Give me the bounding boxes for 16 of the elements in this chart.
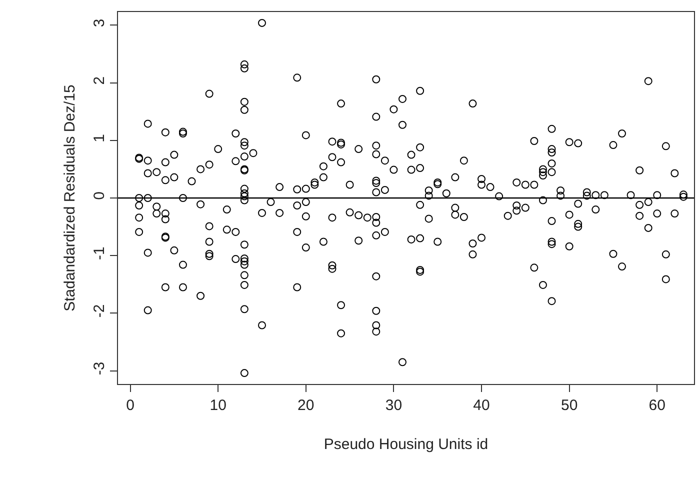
x-tick-label: 30 xyxy=(385,397,402,414)
y-tick-label: 2 xyxy=(91,76,108,85)
y-tick-label: -2 xyxy=(91,304,108,318)
x-tick-label: 20 xyxy=(298,397,314,414)
x-tick-label: 40 xyxy=(473,397,490,414)
x-tick-label: 0 xyxy=(126,397,134,414)
y-tick-label: 1 xyxy=(91,134,108,142)
x-axis-title: Pseudo Housing Units id xyxy=(324,436,488,453)
y-axis-title: Stadandardized Residuals Dez/15 xyxy=(61,84,78,312)
y-tick-label: 3 xyxy=(91,18,108,28)
x-tick-label: 10 xyxy=(210,397,226,414)
x-tick-label: 60 xyxy=(648,397,666,414)
y-tick-label: 0 xyxy=(91,192,108,200)
y-tick-label: -3 xyxy=(91,362,108,376)
y-tick-label: -1 xyxy=(91,246,108,260)
x-tick-label: 50 xyxy=(560,397,578,414)
